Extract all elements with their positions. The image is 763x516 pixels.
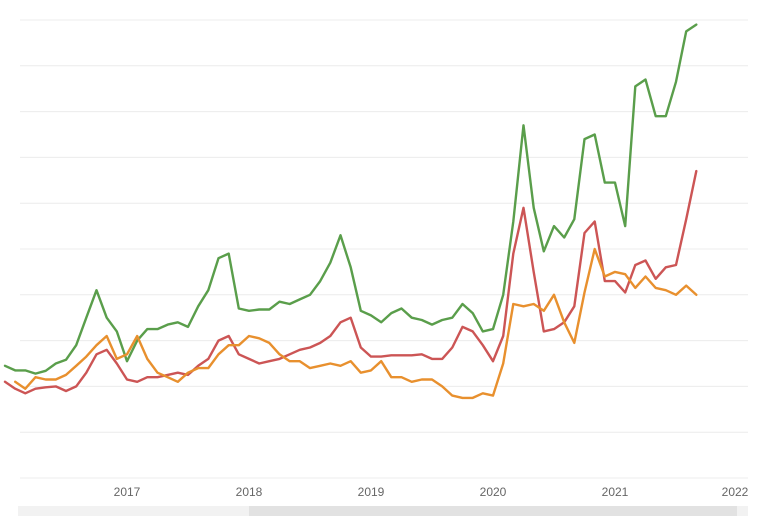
x-tick-label: 2019 — [358, 485, 385, 499]
x-tick-label: 2020 — [480, 485, 507, 499]
series-line-1 — [3, 23, 698, 375]
series-line-3 — [14, 247, 698, 400]
x-tick-label: 2017 — [114, 485, 141, 499]
x-tick-label: 2021 — [602, 485, 629, 499]
x-tick-label: 2022 — [722, 485, 749, 499]
grid — [20, 19, 748, 479]
series-line-2 — [3, 169, 698, 395]
time-scrollbar[interactable] — [18, 506, 748, 516]
series-group — [3, 23, 698, 400]
scrollbar-thumb[interactable] — [249, 506, 737, 516]
x-tick-label: 2018 — [236, 485, 263, 499]
x-axis-ticks: 2017 2018 2019 2020 2021 2022 — [114, 485, 749, 499]
